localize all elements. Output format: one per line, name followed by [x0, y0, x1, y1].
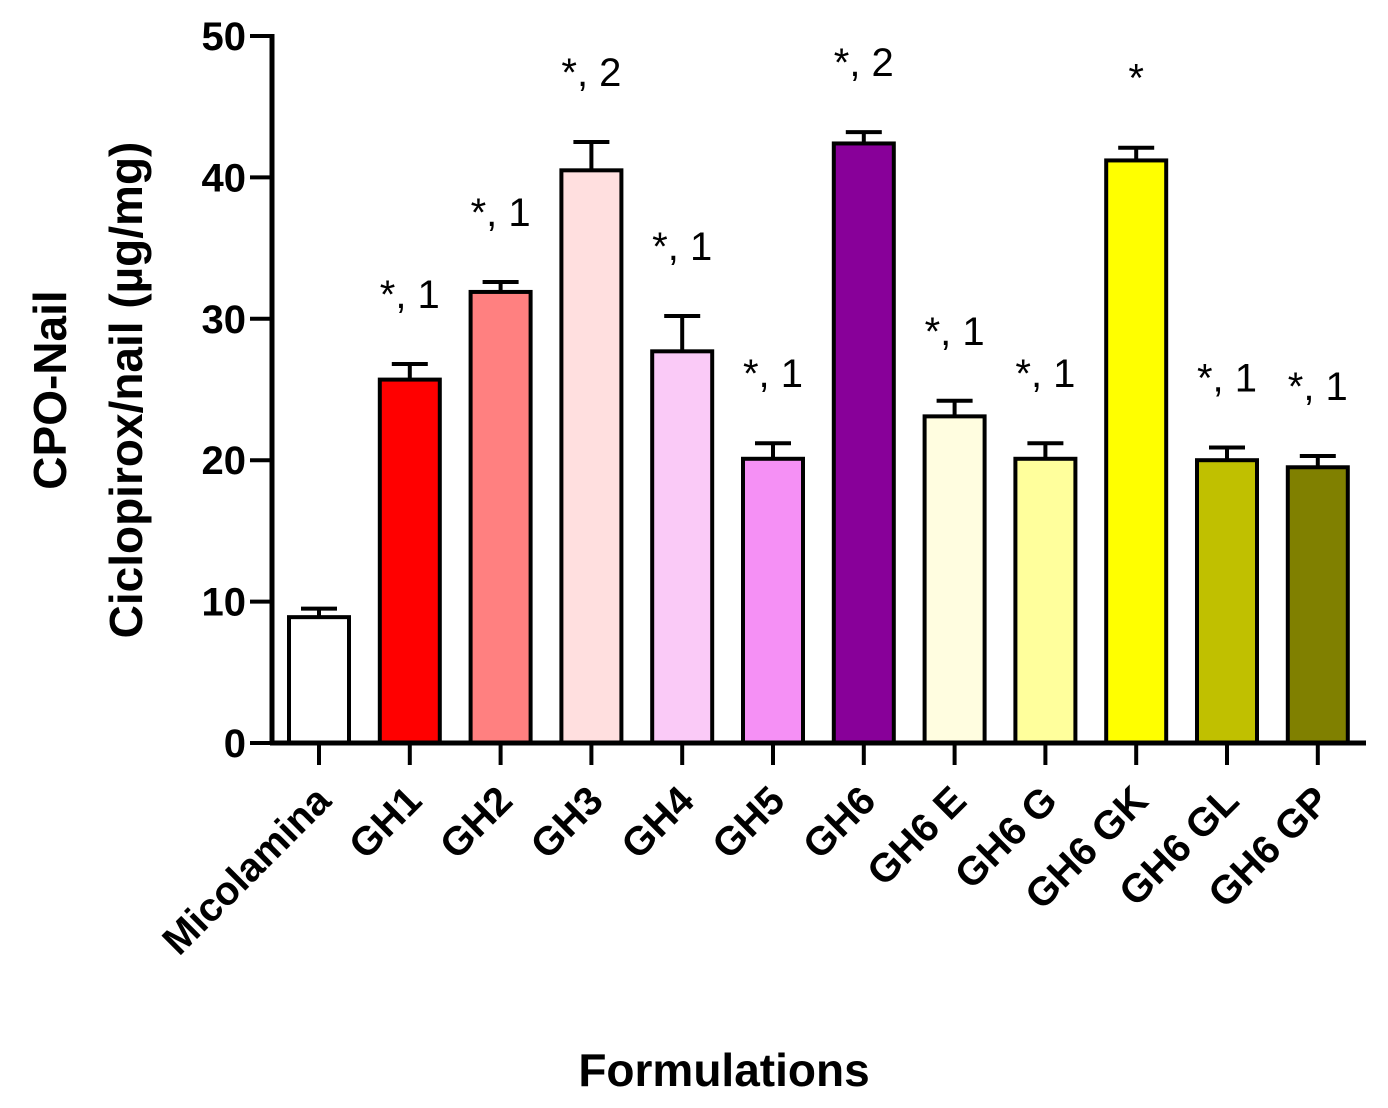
bars-layer [287, 141, 1350, 746]
bar-gh6 [831, 141, 896, 746]
y-tick-label-0: 0 [224, 722, 246, 766]
x-tick-label-gh2: GH2 [432, 778, 521, 867]
y-axis-title-line-1: CPO-Nail [24, 290, 76, 489]
annotation-gh5: *, 1 [743, 352, 803, 396]
annotation-gh6-g: *, 1 [1015, 352, 1075, 396]
x-axis-title: Formulations [578, 1044, 869, 1096]
x-tick-label-gh5: GH5 [704, 778, 793, 867]
bar-gh6-gk [1104, 158, 1169, 745]
y-tick-label-40: 40 [202, 156, 247, 200]
bar-micolamina [287, 615, 351, 745]
axes-layer [250, 34, 1366, 765]
annotation-gh6-gk: * [1128, 57, 1144, 101]
annotation-gh6-gl: *, 1 [1197, 356, 1257, 400]
annotation-gh1: *, 1 [380, 273, 440, 317]
annotation-gh3: *, 2 [561, 51, 621, 95]
annotation-gh2: *, 1 [471, 191, 531, 235]
x-tick-label-gh4: GH4 [613, 778, 703, 868]
bar-gh6-gl [1195, 458, 1259, 745]
bar-gh6-gp [1285, 465, 1350, 745]
x-tick-label-gh1: GH1 [341, 778, 430, 867]
bar-gh6-g [1013, 456, 1078, 745]
x-tick-label-gh3: GH3 [522, 778, 611, 867]
annotation-gh6: *, 2 [834, 41, 894, 85]
bar-gh1 [377, 377, 442, 745]
y-tick-label-50: 50 [202, 15, 247, 59]
x-tick-label-micolamina: Micolamina [154, 778, 340, 964]
bar-gh6-e [922, 414, 987, 745]
bar-gh2 [468, 289, 533, 745]
bar-gh4 [650, 349, 715, 745]
annotation-gh4: *, 1 [652, 225, 712, 269]
y-tick-label-10: 10 [202, 581, 247, 625]
y-tick-label-20: 20 [202, 439, 247, 483]
error-bars-layer [301, 130, 1336, 618]
y-tick-label-30: 30 [202, 298, 247, 342]
bar-gh3 [559, 168, 624, 745]
y-axis-title-line-2: Ciclopirox/nail (µg/mg) [100, 142, 152, 639]
bar-gh5 [741, 456, 805, 745]
annotation-gh6-gp: *, 1 [1288, 365, 1348, 409]
annotation-gh6-e: *, 1 [925, 310, 985, 354]
